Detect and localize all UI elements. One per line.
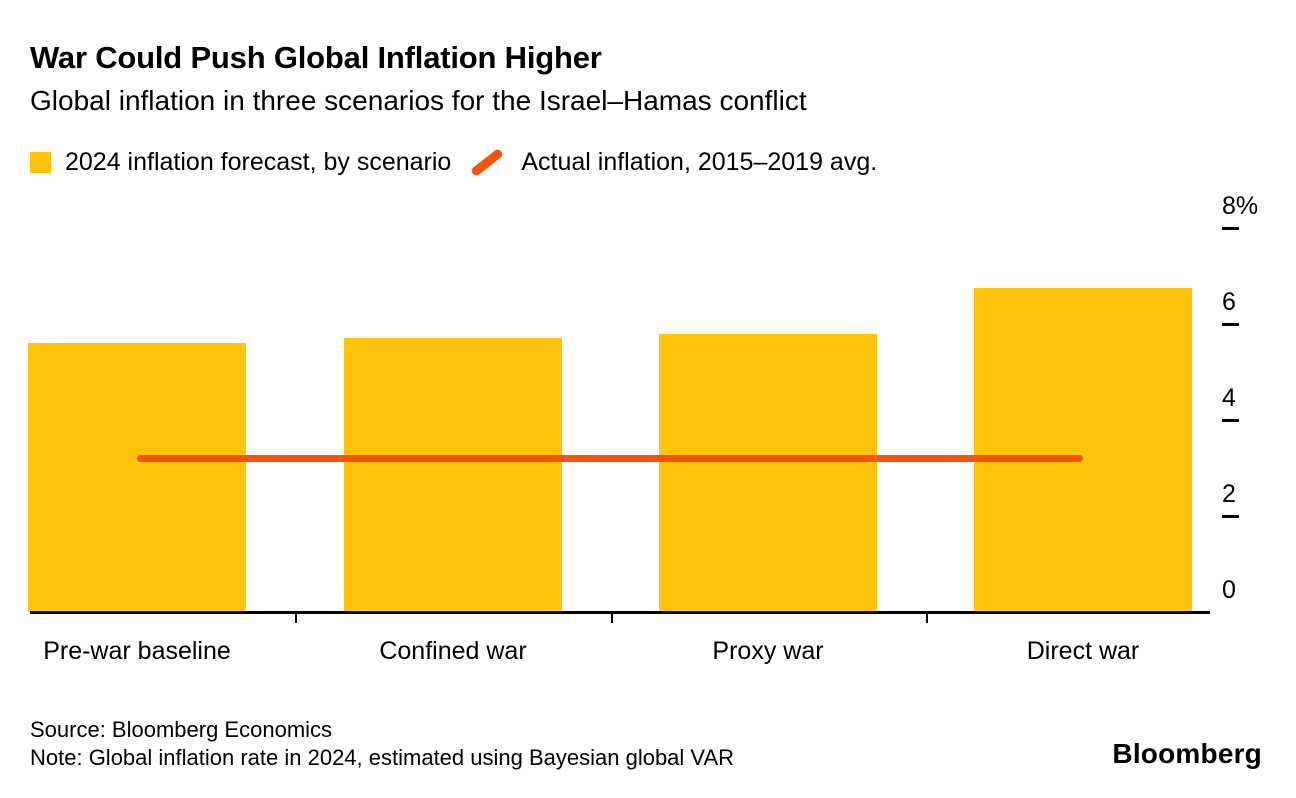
x-axis-line xyxy=(30,611,1210,614)
bar-confined-war xyxy=(344,338,562,612)
page-title: War Could Push Global Inflation Higher xyxy=(30,40,602,75)
category-label-proxy-war: Proxy war xyxy=(712,637,824,665)
y-axis-label: 6 xyxy=(1222,288,1236,316)
yellow-square-swatch xyxy=(30,152,51,173)
footnotes: Source: Bloomberg Economics Note: Global… xyxy=(30,716,734,771)
legend-item-forecast: 2024 inflation forecast, by scenario xyxy=(30,148,451,177)
x-axis-tick xyxy=(610,614,613,623)
y-axis-label: 8% xyxy=(1222,192,1259,220)
y-axis-tick xyxy=(1222,226,1239,230)
reference-line-actual-inflation xyxy=(137,454,1083,462)
x-axis-tick xyxy=(925,614,928,623)
legend-label-actual: Actual inflation, 2015–2019 avg. xyxy=(521,148,878,176)
source-text: Source: Bloomberg Economics xyxy=(30,717,333,742)
y-axis-tick xyxy=(1222,322,1239,326)
y-axis-tick xyxy=(1222,514,1239,518)
y-axis-tick xyxy=(1222,418,1239,422)
y-axis-label: 4 xyxy=(1222,384,1236,412)
legend-item-actual: Actual inflation, 2015–2019 avg. xyxy=(467,147,878,178)
bar-pre-war-baseline xyxy=(28,343,246,612)
category-label-confined-war: Confined war xyxy=(379,637,527,665)
x-axis-tick xyxy=(295,614,297,623)
legend-label-forecast: 2024 inflation forecast, by scenario xyxy=(65,148,452,176)
chart-subtitle: Global inflation in three scenarios for … xyxy=(30,85,807,116)
bar-direct-war xyxy=(974,288,1192,612)
bloomberg-logo: Bloomberg xyxy=(1112,738,1262,769)
y-axis-label: 0 xyxy=(1222,576,1236,604)
note-text: Note: Global inflation rate in 2024, est… xyxy=(30,744,735,770)
category-label-pre-war-baseline: Pre-war baseline xyxy=(43,637,231,665)
legend: 2024 inflation forecast, by scenario Act… xyxy=(30,147,878,178)
y-axis-label: 2 xyxy=(1222,480,1236,508)
bar-proxy-war xyxy=(659,333,877,612)
category-label-direct-war: Direct war xyxy=(1026,637,1140,665)
